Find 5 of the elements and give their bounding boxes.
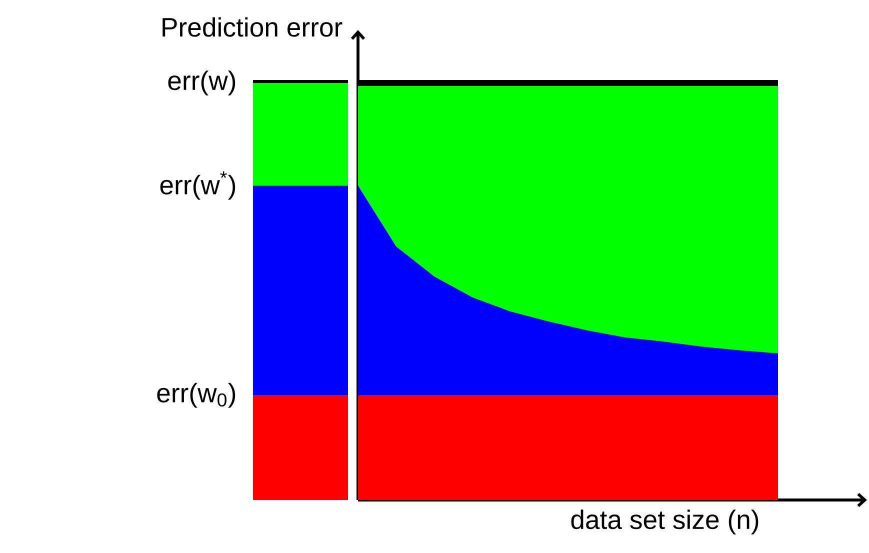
text: err(w$_{0}$) <box>157 382 236 408</box>
x-axis-title: data set size (n) <box>571 510 758 534</box>
text: err(w$^{*}$) <box>160 171 236 200</box>
y-axis-title: Prediction error <box>162 17 342 37</box>
text: err(w) <box>168 70 236 96</box>
